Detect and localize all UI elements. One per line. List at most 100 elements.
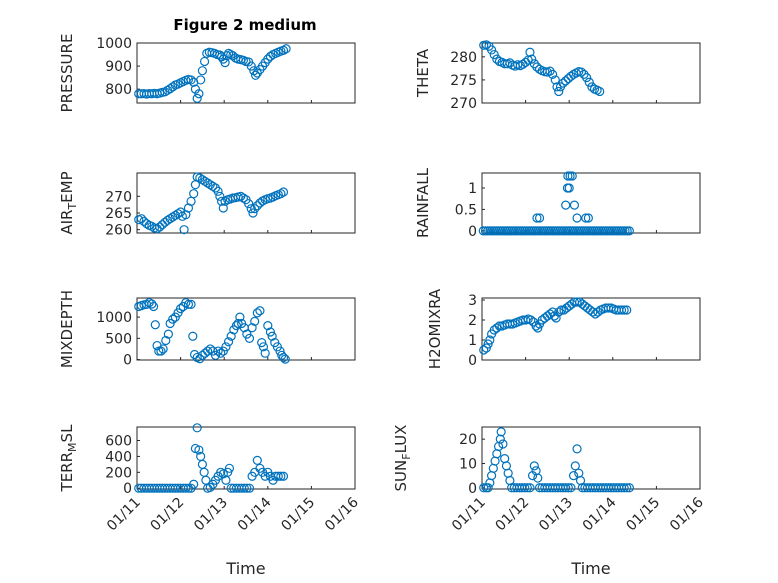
data-point-mixdepth — [252, 308, 262, 318]
y-tick-label: 270 — [450, 96, 477, 112]
y-tick-label: 270 — [105, 189, 132, 205]
axes-frame — [136, 426, 356, 490]
data-point-rainfall — [532, 213, 542, 223]
data-point-terr-msl — [218, 469, 228, 479]
data-point-mixdepth — [147, 299, 157, 309]
data-point-mixdepth — [216, 348, 226, 358]
data-point-pressure — [192, 93, 202, 103]
y-tick-label: 1000 — [96, 36, 132, 52]
y-tick-label: 20 — [459, 432, 477, 448]
data-point-air-temp — [155, 222, 165, 232]
data-point-mixdepth — [258, 342, 269, 352]
data-point-sun-flux — [624, 483, 634, 493]
y-tick-label: 10 — [459, 456, 477, 472]
data-point-air-temp — [141, 219, 152, 229]
data-point-air-temp — [179, 225, 189, 235]
data-point-mixdepth — [223, 337, 234, 347]
y-tick-label: 0 — [123, 481, 132, 497]
data-point-mixdepth — [235, 312, 245, 322]
data-point-mixdepth — [278, 352, 289, 363]
data-point-h2omixra — [551, 313, 561, 323]
data-point-pressure — [250, 70, 261, 80]
y-axis-label: H2OMIXRA — [426, 288, 444, 369]
data-point-theta — [550, 75, 560, 85]
y-axis-label: MIXDEPTH — [58, 290, 76, 368]
data-point-air-temp — [248, 208, 258, 218]
y-tick-label: 600 — [105, 434, 132, 450]
y-tick-label: 200 — [105, 465, 132, 481]
data-point-mixdepth — [183, 299, 194, 309]
y-tick-label: 0 — [123, 353, 132, 369]
y-tick-label: 500 — [105, 331, 132, 347]
x-tick-label: 01/14 — [580, 494, 620, 534]
y-axis-label: THETA — [414, 48, 432, 98]
data-point-theta — [548, 69, 558, 79]
data-point-sun-flux — [479, 483, 489, 493]
data-point-pressure — [197, 66, 207, 76]
data-point-rainfall — [567, 171, 577, 181]
data-point-h2omixra — [616, 305, 627, 315]
data-point-air-temp — [136, 214, 146, 224]
data-point-mixdepth — [221, 342, 231, 352]
data-point-pressure — [196, 75, 206, 85]
x-tick-label: 01/15 — [623, 495, 663, 535]
data-point-air-temp — [276, 189, 286, 199]
data-point-h2omixra — [622, 305, 632, 315]
data-point-air-temp — [208, 181, 218, 191]
y-tick-label: 275 — [450, 73, 477, 89]
data-point-sun-flux — [525, 483, 535, 493]
data-point-mixdepth — [247, 323, 257, 333]
data-point-terr-msl — [216, 467, 226, 477]
y-tick-label: 3 — [468, 293, 477, 309]
data-point-pressure — [168, 82, 178, 92]
data-point-mixdepth — [188, 331, 198, 341]
x-tick-label: 01/11 — [449, 495, 489, 535]
y-tick-label: 800 — [105, 82, 132, 98]
data-point-theta — [584, 77, 594, 87]
data-point-theta — [492, 54, 502, 64]
y-tick-label: 0 — [468, 353, 477, 369]
x-tick-label: 01/16 — [322, 494, 362, 534]
data-point-mixdepth — [158, 344, 168, 354]
data-point-pressure — [265, 51, 276, 61]
y-tick-label: 280 — [450, 50, 477, 66]
x-tick-label: 01/16 — [667, 494, 707, 534]
data-point-air-temp — [215, 191, 225, 201]
data-point-pressure — [281, 44, 291, 54]
data-point-sun-flux — [483, 483, 493, 493]
y-tick-label: 0.5 — [455, 202, 477, 218]
x-tick-label: 01/13 — [536, 495, 576, 535]
x-tick-label: 01/15 — [278, 495, 318, 535]
data-point-terr-msl — [192, 423, 202, 433]
data-point-pressure — [246, 61, 256, 71]
data-point-mixdepth — [267, 331, 277, 341]
data-point-h2omixra — [593, 307, 603, 317]
y-axis-label: SUNFLUX — [392, 425, 413, 492]
data-point-pressure — [222, 51, 232, 61]
axes-frame — [481, 426, 701, 490]
data-point-terr-msl — [252, 455, 262, 465]
data-point-rainfall — [561, 200, 571, 210]
x-tick-label: 01/13 — [191, 495, 231, 535]
data-point-sun-flux — [522, 483, 532, 493]
data-point-air-temp — [252, 201, 262, 211]
data-point-mixdepth — [176, 304, 186, 314]
data-point-mixdepth — [233, 318, 243, 329]
data-point-h2omixra — [526, 315, 536, 325]
data-point-pressure — [160, 87, 170, 97]
data-point-sun-flux — [561, 483, 571, 493]
data-point-mixdepth — [168, 314, 178, 324]
data-point-mixdepth — [265, 327, 276, 337]
data-point-air-temp — [213, 186, 223, 196]
data-point-sun-flux — [566, 483, 576, 493]
data-point-mixdepth — [250, 316, 260, 326]
data-point-air-temp — [278, 187, 289, 197]
y-axis-label: RAINFALL — [414, 167, 432, 238]
data-point-pressure — [263, 54, 273, 64]
data-point-theta — [582, 73, 592, 83]
data-point-sun-flux — [533, 473, 543, 483]
data-point-sun-flux — [619, 483, 629, 493]
y-tick-label: 900 — [105, 59, 132, 75]
y-tick-label: 2 — [468, 313, 477, 329]
